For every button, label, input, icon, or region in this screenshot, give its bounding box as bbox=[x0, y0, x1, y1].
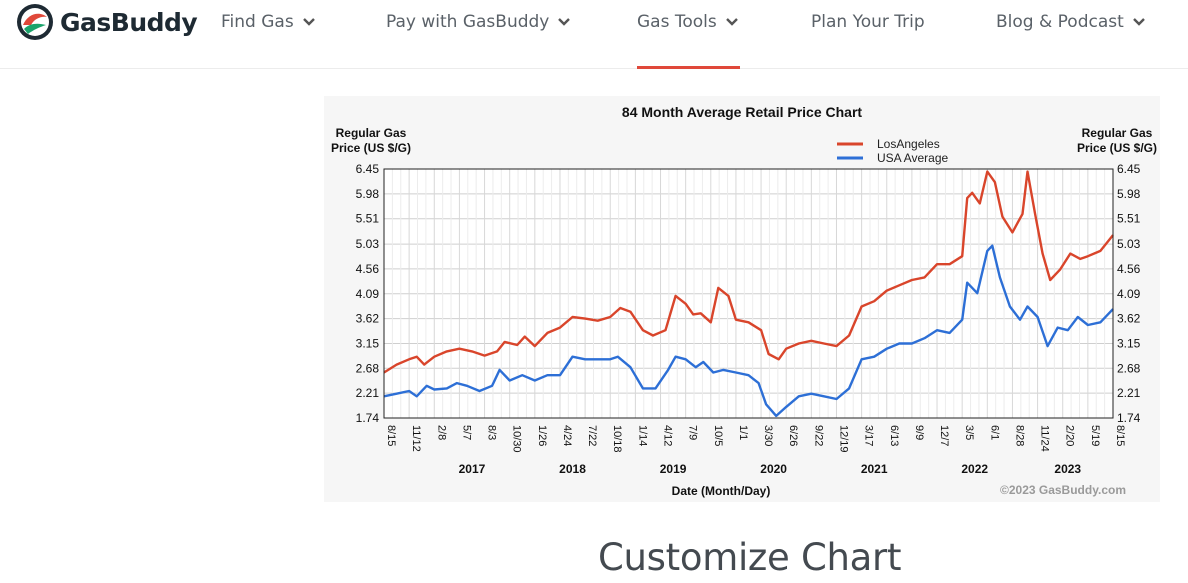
y-tick-label-left: 5.51 bbox=[356, 212, 380, 226]
y-tick-label-left: 5.03 bbox=[356, 237, 380, 251]
plot-area-border bbox=[383, 168, 1114, 419]
x-tick-label: 6/1 bbox=[988, 425, 1000, 440]
x-tick-label: 12/19 bbox=[837, 425, 849, 453]
x-tick-label: 12/7 bbox=[938, 425, 950, 446]
x-tick-label: 3/17 bbox=[863, 425, 875, 446]
year-labels: 2017 2018 2019 2020 2021 2022 2023 bbox=[459, 462, 1082, 476]
y-tick-label-right: 5.51 bbox=[1117, 212, 1141, 226]
y-tick-label-right: 5.98 bbox=[1117, 187, 1141, 201]
nav-item-label: Find Gas bbox=[221, 12, 294, 32]
nav-item-gas-tools[interactable]: Gas Tools bbox=[637, 12, 739, 32]
x-tick-label: 2/8 bbox=[435, 425, 447, 440]
year-label: 2019 bbox=[660, 462, 687, 476]
y-tick-label-right: 6.45 bbox=[1117, 162, 1141, 176]
x-tick-label: 5/7 bbox=[460, 425, 472, 440]
nav-item-plan-your-trip[interactable]: Plan Your Trip bbox=[811, 12, 925, 32]
chevron-down-icon bbox=[558, 18, 571, 26]
nav-item-label: Gas Tools bbox=[637, 12, 717, 32]
y-tick-label-left: 2.21 bbox=[356, 386, 380, 400]
y-tick-label-left: 4.09 bbox=[356, 287, 380, 301]
year-label: 2023 bbox=[1054, 462, 1081, 476]
x-tick-label: 7/22 bbox=[586, 425, 598, 446]
y-tick-label-right: 4.09 bbox=[1117, 287, 1141, 301]
legend-label-usa-average: USA Average bbox=[877, 151, 948, 165]
x-tick-label: 8/15 bbox=[1114, 425, 1126, 446]
x-tick-label: 11/24 bbox=[1039, 425, 1051, 452]
x-tick-label: 8/3 bbox=[486, 425, 498, 440]
active-nav-indicator bbox=[637, 66, 740, 69]
customize-chart-heading: Customize Chart bbox=[598, 536, 902, 579]
x-axis-label: Date (Month/Day) bbox=[672, 484, 771, 498]
x-tick-labels: 8/15 11/12 2/8 5/7 8/3 10/30 1/26 4/24 7/22 10/18… bbox=[385, 425, 1126, 453]
x-tick-label: 9/22 bbox=[812, 425, 824, 446]
y-tick-label-left: 3.15 bbox=[356, 336, 380, 350]
price-chart-svg: 84 Month Average Retail Price Chart Regu… bbox=[331, 104, 1157, 498]
chevron-down-icon bbox=[302, 18, 315, 26]
chevron-down-icon bbox=[725, 18, 738, 26]
y-tick-label-right: 4.56 bbox=[1117, 262, 1141, 276]
y-tick-label-left: 4.56 bbox=[356, 262, 380, 276]
y-axis-label-left: Regular Gas Price (US $/G) bbox=[331, 126, 411, 155]
series-line-los-angeles bbox=[383, 170, 1114, 374]
y-tick-label-left: 5.98 bbox=[356, 187, 380, 201]
x-tick-label: 11/12 bbox=[410, 425, 422, 452]
x-tick-label: 8/15 bbox=[385, 425, 397, 446]
y-tick-label-right: 1.74 bbox=[1117, 411, 1141, 425]
y-tick-label-left: 1.74 bbox=[356, 411, 380, 425]
x-tick-label: 1/26 bbox=[536, 425, 548, 446]
y-axis-label-right: Regular Gas Price (US $/G) bbox=[1077, 126, 1157, 155]
chart-legend: LosAngeles USA Average bbox=[837, 137, 948, 165]
brand-name: GasBuddy bbox=[60, 7, 198, 37]
chart-title: 84 Month Average Retail Price Chart bbox=[622, 104, 862, 120]
price-chart: 84 Month Average Retail Price Chart Regu… bbox=[324, 96, 1160, 502]
x-tick-label: 6/13 bbox=[888, 425, 900, 446]
nav-item-label: Plan Your Trip bbox=[811, 12, 925, 32]
y-tick-label-left: 6.45 bbox=[356, 162, 380, 176]
year-label: 2020 bbox=[760, 462, 787, 476]
nav-item-label: Blog & Podcast bbox=[996, 12, 1124, 32]
nav-item-label: Pay with GasBuddy bbox=[386, 12, 550, 32]
x-tick-label: 10/30 bbox=[511, 425, 523, 453]
year-label: 2022 bbox=[961, 462, 988, 476]
y-tick-label-right: 3.62 bbox=[1117, 312, 1141, 326]
x-tick-label: 5/19 bbox=[1089, 425, 1101, 446]
x-tick-label: 2/20 bbox=[1064, 425, 1076, 446]
x-tick-label: 10/5 bbox=[712, 425, 724, 446]
y-tick-label-right: 2.68 bbox=[1117, 361, 1141, 375]
x-tick-label: 1/1 bbox=[737, 425, 749, 440]
y-tick-labels: 6.45 6.45 5.98 5.98 5.51 5.51 5.03 5.03 4.56 4.56… bbox=[356, 162, 1141, 425]
series-line-usa-average bbox=[383, 244, 1114, 418]
legend-label-los-angeles: LosAngeles bbox=[877, 137, 940, 151]
x-tick-label: 1/14 bbox=[636, 425, 648, 446]
chart-series bbox=[383, 170, 1114, 418]
top-navigation: GasBuddy Find Gas Pay with GasBuddy Gas … bbox=[0, 0, 1188, 69]
x-tick-label: 10/18 bbox=[611, 425, 623, 453]
gasbuddy-logo[interactable]: GasBuddy bbox=[16, 3, 198, 41]
x-tick-label: 6/26 bbox=[787, 425, 799, 446]
x-tick-label: 9/9 bbox=[913, 425, 925, 440]
x-tick-label: 4/24 bbox=[561, 425, 573, 446]
nav-item-pay-with-gasbuddy[interactable]: Pay with GasBuddy bbox=[386, 12, 571, 32]
chart-copyright: ©2023 GasBuddy.com bbox=[1000, 483, 1126, 497]
nav-item-blog-podcast[interactable]: Blog & Podcast bbox=[996, 12, 1146, 32]
nav-item-find-gas[interactable]: Find Gas bbox=[221, 12, 316, 32]
year-label: 2017 bbox=[459, 462, 486, 476]
year-label: 2018 bbox=[559, 462, 586, 476]
y-tick-label-right: 3.15 bbox=[1117, 336, 1141, 350]
y-tick-label-left: 3.62 bbox=[356, 312, 380, 326]
y-tick-label-left: 2.68 bbox=[356, 361, 380, 375]
x-tick-label: 8/28 bbox=[1013, 425, 1025, 446]
chevron-down-icon bbox=[1132, 18, 1145, 26]
x-tick-label: 7/9 bbox=[687, 425, 699, 440]
year-label: 2021 bbox=[861, 462, 888, 476]
x-tick-label: 4/12 bbox=[662, 425, 674, 446]
y-tick-label-right: 2.21 bbox=[1117, 386, 1141, 400]
x-tick-label: 3/30 bbox=[762, 425, 774, 446]
x-tick-label: 3/5 bbox=[963, 425, 975, 440]
y-tick-label-right: 5.03 bbox=[1117, 237, 1141, 251]
gasbuddy-logo-icon bbox=[17, 4, 53, 40]
